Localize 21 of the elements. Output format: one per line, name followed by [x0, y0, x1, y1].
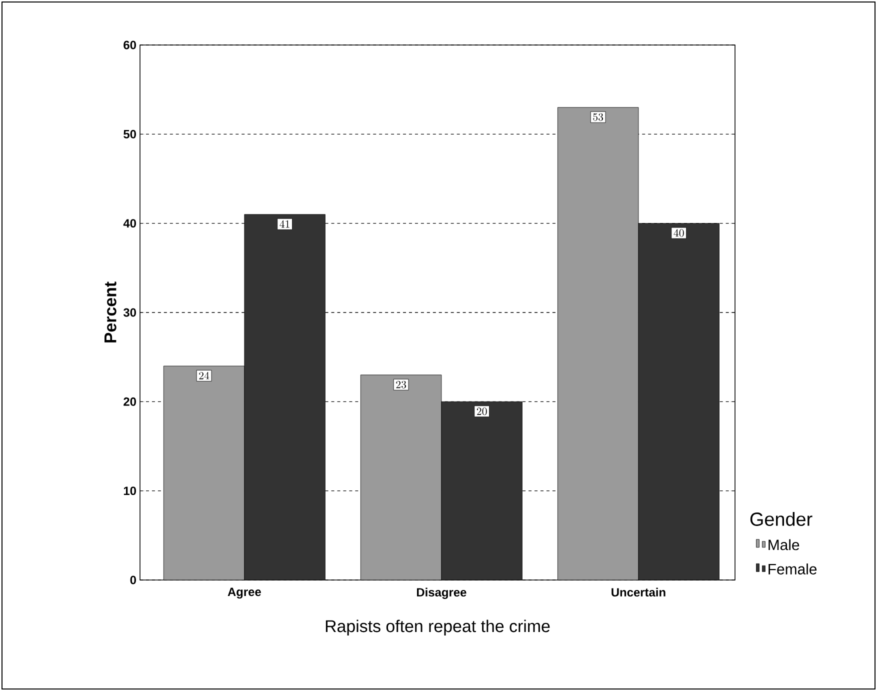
y-axis-title: Percent — [104, 282, 116, 342]
y-tick-label: 50 — [124, 130, 136, 138]
data-label: 20 — [476, 408, 487, 416]
data-label: 23 — [396, 380, 406, 388]
legend-label: Female — [768, 563, 817, 574]
legend-title: Gender — [750, 512, 812, 526]
data-label: 41 — [280, 220, 290, 228]
y-tick-label: 20 — [124, 397, 136, 406]
data-label: 24 — [199, 372, 210, 380]
x-axis-title: Rapists often repeat the crime — [326, 620, 550, 636]
y-tick-label: 40 — [123, 219, 136, 228]
x-tick-label: Disagree — [416, 588, 466, 599]
x-tick-label: Uncertain — [612, 588, 666, 597]
data-label: 40 — [674, 229, 684, 237]
legend-label: Male — [768, 539, 800, 550]
y-tick-label: 60 — [124, 40, 136, 50]
y-tick-label: 0 — [130, 576, 136, 584]
y-tick-label: 30 — [123, 308, 136, 317]
data-label: 53 — [593, 113, 604, 121]
x-tick-label: Agree — [228, 588, 261, 599]
y-tick-label: 10 — [124, 486, 136, 496]
